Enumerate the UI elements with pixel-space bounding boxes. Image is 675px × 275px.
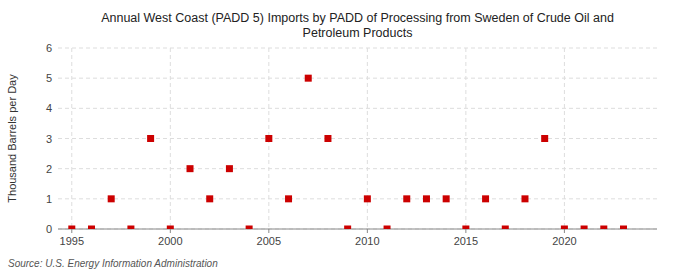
point — [600, 226, 607, 230]
x-tick — [564, 229, 565, 233]
y-tick-label: 6 — [46, 42, 52, 54]
point — [246, 226, 253, 230]
y-grid-line — [58, 108, 657, 109]
x-tick-label: 2000 — [158, 235, 182, 247]
x-grid-line — [564, 48, 565, 229]
point — [226, 165, 233, 172]
x-tick — [71, 229, 72, 233]
y-tick-label: 5 — [46, 72, 52, 84]
y-tick-label: 0 — [46, 223, 52, 235]
x-grid-line — [71, 48, 72, 229]
y-grid-line — [58, 198, 657, 199]
point — [167, 226, 174, 230]
title: Annual West Coast (PADD 5) Imports by PA… — [101, 11, 614, 40]
x-tick — [465, 229, 466, 233]
point — [88, 226, 95, 230]
point — [443, 195, 450, 202]
x-tick — [268, 229, 269, 233]
x-tick-label: 2020 — [552, 235, 576, 247]
point — [187, 165, 194, 172]
y-grid-line — [58, 168, 657, 169]
x-tick-label: 2010 — [355, 235, 379, 247]
x-grid-line — [170, 48, 171, 229]
point — [620, 226, 627, 230]
point — [423, 195, 430, 202]
chart: Annual West Coast (PADD 5) Imports by PA… — [0, 0, 675, 275]
x-tick-label: 1995 — [60, 235, 84, 247]
source-note: Source: U.S. Energy Information Administ… — [8, 258, 218, 269]
point — [541, 135, 548, 142]
point — [68, 226, 75, 230]
x-tick-label: 2005 — [257, 235, 281, 247]
point — [305, 75, 312, 82]
y-grid-line — [58, 78, 657, 79]
y-tick-label: 2 — [46, 163, 52, 175]
y-tick-label: 1 — [46, 193, 52, 205]
points — [68, 75, 627, 229]
point — [561, 226, 568, 230]
point — [108, 195, 115, 202]
y-tick-label: 3 — [46, 133, 52, 145]
y-tick-label: 4 — [46, 102, 52, 114]
point — [502, 226, 509, 230]
point — [364, 195, 371, 202]
grid — [58, 48, 657, 229]
point — [265, 135, 272, 142]
x-grid-line — [465, 48, 466, 229]
point — [403, 195, 410, 202]
point — [206, 195, 213, 202]
x-tick — [367, 229, 368, 233]
point — [521, 195, 528, 202]
point — [127, 226, 134, 230]
y-grid-line — [58, 48, 657, 49]
x-tick — [170, 229, 171, 233]
y-axis-label: Thousand Barrels per Day — [6, 74, 18, 203]
point — [324, 135, 331, 142]
point — [462, 226, 469, 230]
x-tick-label: 2015 — [454, 235, 478, 247]
point — [147, 135, 154, 142]
point — [581, 226, 588, 230]
point — [482, 195, 489, 202]
point — [384, 226, 391, 230]
point — [285, 195, 292, 202]
point — [344, 226, 351, 230]
